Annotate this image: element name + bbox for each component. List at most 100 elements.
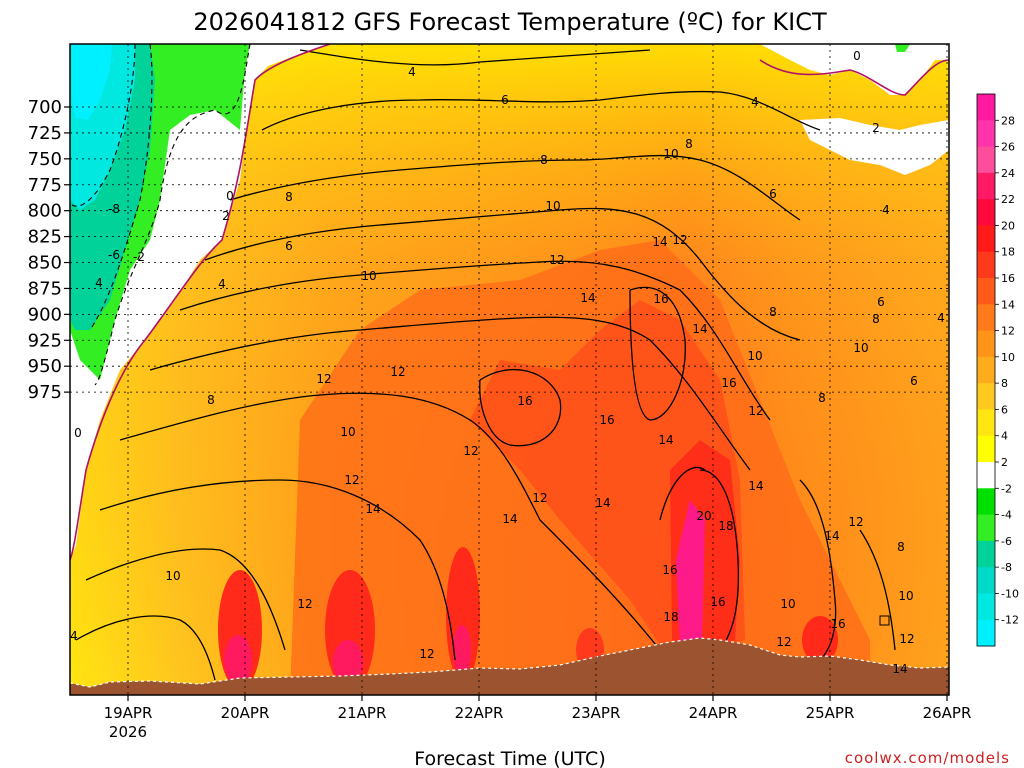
contour-label: 10 (898, 589, 913, 603)
pressure-tick-label: 775 (28, 175, 62, 196)
time-tick-label: 20APR (221, 704, 270, 722)
colorbar-swatch (977, 619, 995, 647)
colorbar-tick-label: -8 (1001, 561, 1012, 574)
contour-label: 12 (297, 597, 312, 611)
contour-label: -2 (133, 250, 145, 264)
colorbar-swatch (977, 94, 995, 121)
time-tick-label: 24APR (689, 704, 738, 722)
contour-label: 14 (502, 512, 517, 526)
colorbar-tick-label: -4 (1001, 509, 1012, 522)
contour-label: -8 (108, 202, 120, 216)
terrain (70, 638, 949, 695)
colorbar-swatch (977, 330, 995, 358)
contour-label: 8 (818, 391, 826, 405)
contour-label: 8 (207, 393, 215, 407)
colorbar-tick-label: -10 (1001, 587, 1019, 600)
colorbar-tick-label: 14 (1001, 298, 1015, 311)
contour-label: 8 (897, 540, 905, 554)
colorbar-tick-label: 24 (1001, 167, 1015, 180)
upper-right-green (895, 44, 910, 52)
contour-label: 12 (390, 365, 405, 379)
contour-label: 4 (218, 277, 226, 291)
contour-label: 14 (692, 322, 707, 336)
colorbar-tick-label: 12 (1001, 325, 1015, 338)
terrain-outline (70, 637, 949, 688)
contour-label: 16 (517, 394, 532, 408)
contour-label: 14 (652, 235, 667, 249)
colorbar-swatch (977, 146, 995, 174)
pressure-tick-label: 975 (28, 382, 62, 403)
contour-label: -6 (108, 248, 120, 262)
colorbar-tick-label: 26 (1001, 141, 1015, 154)
contour-label: 12 (899, 632, 914, 646)
contour-label: 8 (872, 312, 880, 326)
colorbar-swatch (977, 225, 995, 253)
contour-label: 14 (658, 433, 673, 447)
contour-label: 8 (540, 153, 548, 167)
contour-label: 10 (853, 341, 868, 355)
cold-region-deep-cyan (72, 44, 112, 120)
contour-label: 6 (877, 295, 885, 309)
pressure-tick-label: 700 (28, 97, 62, 118)
colorbar-tick-label: -6 (1001, 535, 1012, 548)
colorbar-tick-label: 22 (1001, 193, 1015, 206)
colorbar-swatch (977, 514, 995, 542)
warm-blob-1-hot (224, 635, 252, 685)
colorbar-frame (976, 93, 996, 647)
colorbar-swatch (977, 462, 995, 489)
contour-label: 2 (222, 209, 230, 223)
colorbar-tick-label: 18 (1001, 246, 1015, 259)
colorbar-swatch (977, 435, 995, 463)
pressure-tick-label: 925 (28, 330, 62, 351)
plot-area (70, 44, 949, 695)
colorbar-swatch (977, 304, 995, 332)
time-tick-label: 21APR (338, 704, 387, 722)
contour-label: 10 (545, 199, 560, 213)
colorbar-swatch (977, 540, 995, 568)
contour-label: 0 (853, 49, 861, 63)
credit-text: coolwx.com/models (845, 749, 1010, 767)
pressure-tick-label: 950 (28, 356, 62, 377)
colorbar-tick-label: -12 (1001, 614, 1019, 627)
contour-label: 10 (340, 425, 355, 439)
contour-label: 0 (226, 189, 234, 203)
colorbar-swatch (977, 251, 995, 279)
colorbar-tick-label: 20 (1001, 219, 1015, 232)
time-tick-label: 25APR (806, 704, 855, 722)
colorbar-swatch (977, 120, 995, 148)
contour-label: 4 (70, 629, 78, 643)
contour-label: 4 (882, 203, 890, 217)
colorbar-swatch (977, 567, 995, 594)
time-tick-label: 22APR (455, 704, 504, 722)
contour-label: 12 (748, 404, 763, 418)
contour-label: 4 (751, 95, 759, 109)
contour-label: 18 (718, 519, 733, 533)
pressure-tick-label: 900 (28, 304, 62, 325)
colorbar-tick-label: 8 (1001, 377, 1008, 390)
contour-label: 12 (549, 253, 564, 267)
time-tick-label: 19APR (104, 704, 153, 722)
warm-blob-2-hot (333, 640, 363, 684)
contour-label: 12 (672, 233, 687, 247)
pressure-tick-label: 850 (28, 253, 62, 274)
contour-label: 4 (408, 65, 416, 79)
pressure-tick-label: 825 (28, 227, 62, 248)
colorbar-tick-label: 28 (1001, 114, 1015, 127)
contour-label: 8 (769, 305, 777, 319)
contour-label: 16 (662, 563, 677, 577)
contour-label: 10 (663, 147, 678, 161)
colorbar-swatch (977, 593, 995, 621)
contour-label: 14 (892, 662, 907, 676)
contour-label: 16 (830, 617, 845, 631)
colorbar-tick-label: 10 (1001, 351, 1015, 364)
contour-label: 14 (824, 529, 839, 543)
contour-label: 12 (776, 635, 791, 649)
colorbar-tick-label: 16 (1001, 272, 1015, 285)
pressure-tick-label: 750 (28, 149, 62, 170)
upper-right-white (760, 44, 949, 95)
contour-label: 6 (910, 374, 918, 388)
contour-label: 10 (165, 569, 180, 583)
